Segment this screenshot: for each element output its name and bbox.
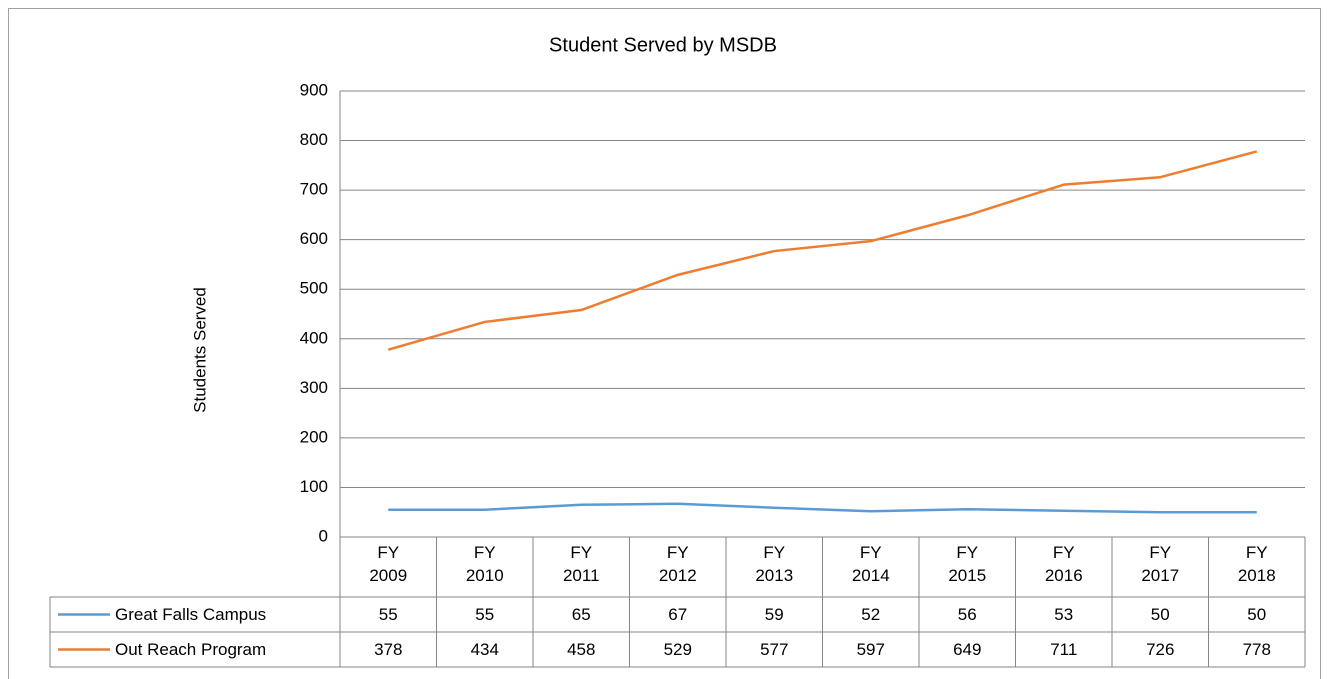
series-line — [387, 150, 1258, 351]
table-value: 778 — [1243, 640, 1271, 659]
y-tick-label: 800 — [300, 130, 328, 149]
y-tick-label: 400 — [300, 328, 328, 347]
table-value: 50 — [1247, 605, 1266, 624]
table-value: 53 — [1054, 605, 1073, 624]
table-value: 59 — [765, 605, 784, 624]
x-tick-label: FY 2010 — [465, 543, 504, 585]
table-value: 67 — [668, 605, 687, 624]
table-value: 649 — [953, 640, 981, 659]
table-value: 65 — [572, 605, 591, 624]
chart-title: Student Served by MSDB — [549, 34, 777, 56]
x-tick-label: FY 2018 — [1237, 543, 1276, 585]
table-value: 55 — [379, 605, 398, 624]
x-tick-label: FY 2014 — [851, 543, 890, 585]
x-tick-label: FY 2015 — [948, 543, 987, 585]
y-tick-label: 500 — [300, 279, 328, 298]
x-tick-label: FY 2017 — [1141, 543, 1180, 585]
x-tick-label: FY 2016 — [1044, 543, 1083, 585]
table-value: 711 — [1050, 640, 1077, 659]
chart-border — [8, 8, 1321, 679]
legend-label: Out Reach Program — [115, 640, 266, 659]
x-tick-label: FY 2011 — [562, 543, 600, 585]
y-tick-label: 900 — [300, 80, 328, 99]
table-value: 55 — [475, 605, 494, 624]
y-tick-label: 200 — [300, 427, 328, 446]
table-value: 458 — [567, 640, 595, 659]
x-tick-label: FY 2009 — [369, 543, 408, 585]
y-tick-label: 700 — [300, 180, 328, 199]
table-value: 50 — [1151, 605, 1170, 624]
table-value: 577 — [760, 640, 788, 659]
table-value: 434 — [471, 640, 499, 659]
table-value: 378 — [374, 640, 402, 659]
y-tick-label: 300 — [300, 378, 328, 397]
legend-label: Great Falls Campus — [115, 605, 266, 624]
series-line — [388, 502, 1257, 514]
y-tick-label: 100 — [300, 477, 328, 496]
table-value: 529 — [664, 640, 692, 659]
y-tick-label: 600 — [300, 229, 328, 248]
y-axis-label: Students Served — [190, 287, 209, 413]
y-tick-label: 0 — [319, 526, 328, 545]
table-value: 56 — [958, 605, 977, 624]
table-value: 726 — [1146, 640, 1174, 659]
table-value: 597 — [857, 640, 885, 659]
x-tick-label: FY 2013 — [755, 543, 794, 585]
table-value: 52 — [861, 605, 880, 624]
x-tick-label: FY 2012 — [658, 543, 697, 585]
